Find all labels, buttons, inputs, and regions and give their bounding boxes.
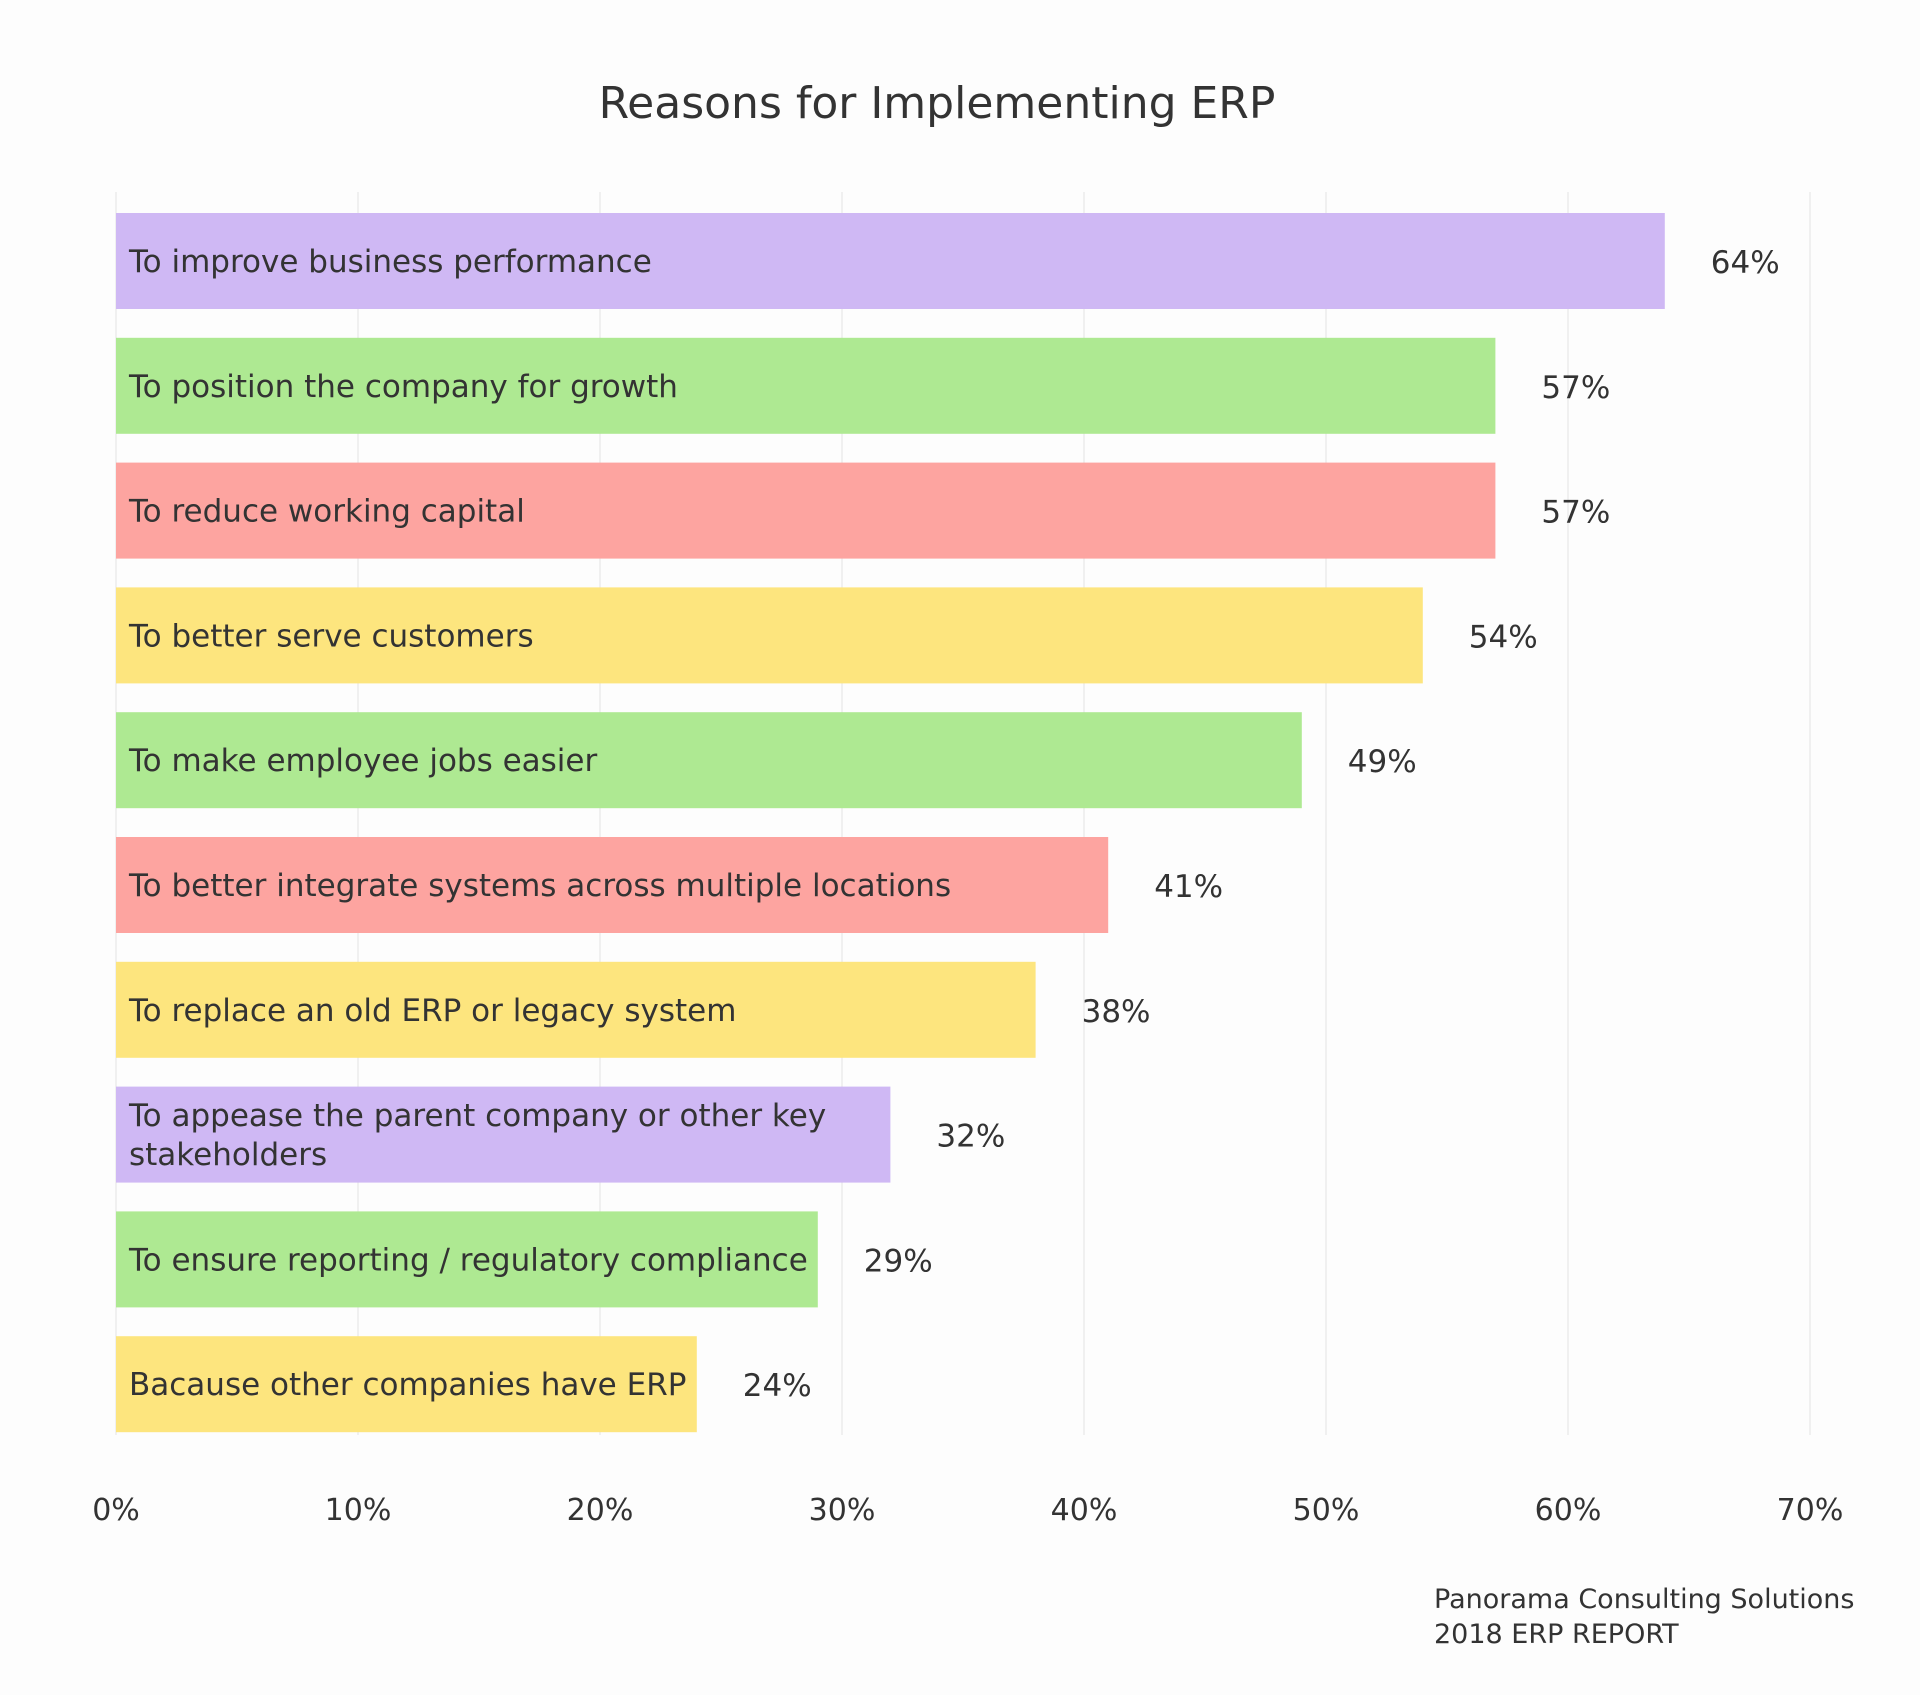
category-label-line: To position the company for growth — [128, 369, 678, 405]
x-tick-label-6: 60% — [1535, 1493, 1602, 1528]
data-label-4: 49% — [1348, 744, 1417, 780]
data-label-8: 29% — [864, 1243, 933, 1279]
source-note: Panorama Consulting Solutions 2018 ERP R… — [1434, 1582, 1854, 1652]
category-label-2: To reduce working capital — [128, 494, 525, 530]
bar-2 — [116, 462, 1496, 559]
bar-3 — [116, 587, 1423, 684]
category-label-4: To make employee jobs easier — [128, 743, 597, 779]
chart-title: Reasons for Implementing ERP — [598, 78, 1276, 129]
x-tick-label-3: 30% — [809, 1493, 876, 1528]
bars: To improve business performance 64% To pos… — [116, 213, 1780, 1433]
bar-7 — [116, 1086, 891, 1183]
x-tick-label-0: 0% — [92, 1493, 140, 1528]
bar-5 — [116, 837, 1109, 933]
bar-9 — [116, 1336, 697, 1433]
data-label-0: 64% — [1711, 245, 1780, 281]
x-tick-label-7: 70% — [1777, 1493, 1844, 1528]
category-label-1: To position the company for growth — [128, 369, 678, 405]
x-tick-label-4: 40% — [1051, 1493, 1118, 1528]
category-label-line: Bacause other companies have ERP — [129, 1367, 686, 1403]
category-label-9: Bacause other companies have ERP — [129, 1367, 686, 1403]
data-label-3: 54% — [1469, 619, 1538, 655]
bar-6 — [116, 961, 1036, 1058]
category-label-line: To replace an old ERP or legacy system — [128, 993, 736, 1029]
category-label-line: To better integrate systems across multi… — [128, 868, 951, 904]
category-label-line: To improve business performance — [128, 244, 652, 280]
data-label-7: 32% — [936, 1119, 1005, 1155]
category-label-3: To better serve customers — [128, 618, 534, 654]
category-label-line: To appease the parent company or other k… — [128, 1098, 826, 1134]
bar-8 — [116, 1211, 818, 1308]
category-label-line: To better serve customers — [128, 618, 534, 654]
data-label-2: 57% — [1541, 495, 1610, 531]
bar-4 — [116, 712, 1302, 809]
category-label-line: To reduce working capital — [128, 494, 525, 530]
category-label-8: To ensure reporting / regulatory complia… — [128, 1242, 808, 1278]
bar-0 — [116, 213, 1665, 309]
source-line-1: Panorama Consulting Solutions — [1434, 1584, 1855, 1615]
x-axis-ticks: 0% 10% 20% 30% 40% 50% 60% 70% — [92, 1493, 1843, 1528]
data-label-5: 41% — [1154, 869, 1223, 905]
data-label-9: 24% — [743, 1368, 812, 1404]
data-label-1: 57% — [1541, 370, 1610, 406]
category-label-line: To make employee jobs easier — [128, 743, 597, 779]
category-label-0: To improve business performance — [128, 244, 652, 280]
source-line-2: 2018 ERP REPORT — [1434, 1619, 1679, 1650]
data-label-6: 38% — [1082, 994, 1151, 1030]
x-tick-label-5: 50% — [1293, 1493, 1360, 1528]
category-label-line: To ensure reporting / regulatory complia… — [128, 1242, 808, 1278]
category-label-7: To appease the parent company or other k… — [128, 1098, 826, 1173]
x-tick-label-2: 20% — [567, 1493, 634, 1528]
category-label-line: stakeholders — [129, 1137, 327, 1173]
category-label-6: To replace an old ERP or legacy system — [128, 993, 736, 1029]
category-label-5: To better integrate systems across multi… — [128, 868, 951, 904]
x-tick-label-1: 10% — [325, 1493, 392, 1528]
bar-1 — [116, 337, 1496, 434]
